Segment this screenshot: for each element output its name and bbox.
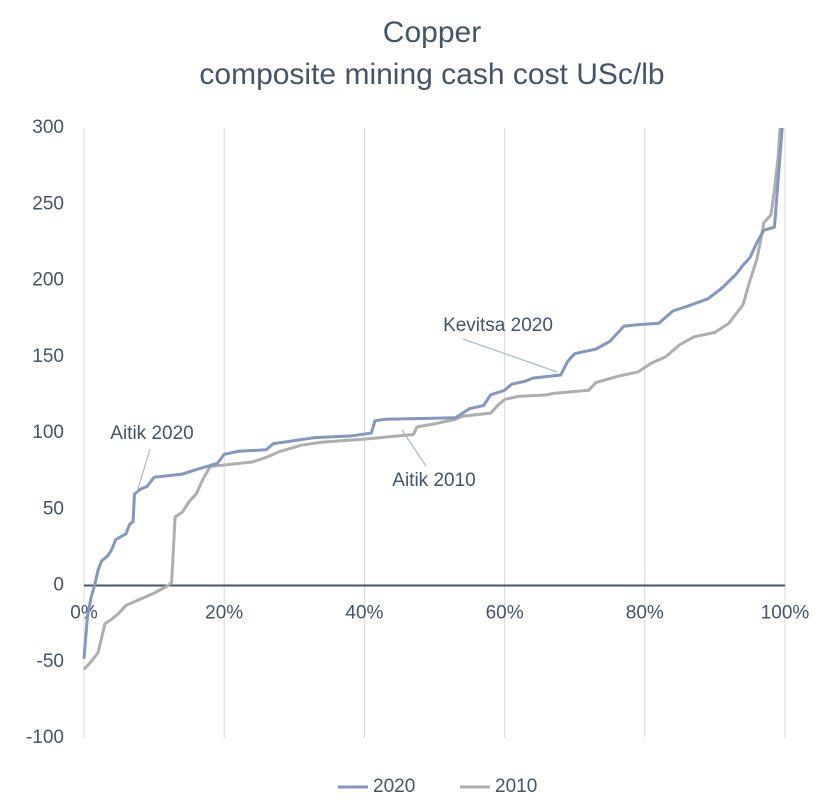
annotation-leader [136,448,151,493]
x-tick-label: 100% [761,603,810,624]
x-tick-label: 40% [345,603,383,624]
y-tick-label: 100 [32,422,64,443]
annotation: Kevitsa 2020 [443,315,553,336]
chart-subtitle: composite mining cash cost USc/lb [199,58,664,91]
y-tick-label: 300 [32,117,64,138]
annotation-leader [401,429,427,467]
legend-label: 2020 [373,776,415,797]
legend-label: 2010 [495,776,537,797]
y-tick-label: -100 [26,727,64,748]
x-tick-label: 0% [70,603,98,624]
y-tick-label: -50 [37,651,64,672]
series-line [82,127,782,671]
x-tick-label: 60% [486,603,524,624]
y-tick-label: 150 [32,346,64,367]
y-tick-label: 200 [32,270,64,291]
x-tick-label: 20% [205,603,243,624]
annotation: Aitik 2010 [392,470,475,491]
annotation-leader [462,338,558,373]
series-line [82,127,784,659]
chart-title: Copper [383,16,481,49]
y-tick-label: 250 [32,193,64,214]
x-tick-label: 80% [626,603,664,624]
annotation: Aitik 2020 [110,423,193,444]
y-tick-label: 0 [53,575,64,596]
y-tick-label: 50 [43,498,64,519]
